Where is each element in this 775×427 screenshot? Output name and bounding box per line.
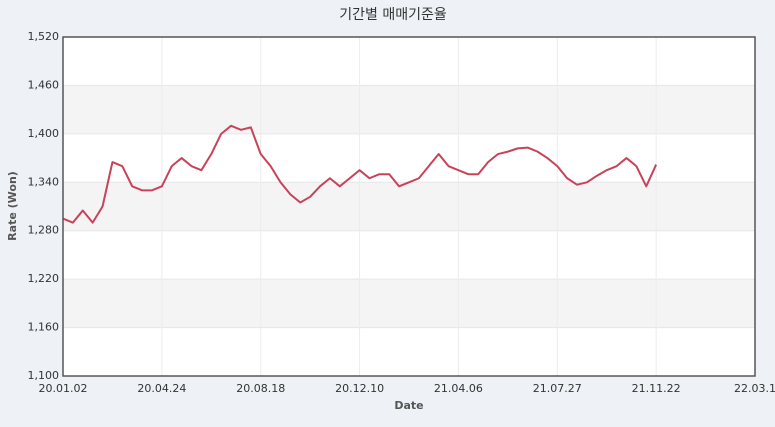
y-tick-label: 1,520 (28, 30, 60, 43)
y-tick-label: 1,460 (28, 78, 60, 91)
y-tick-label: 1,340 (28, 175, 60, 188)
y-tick-label: 1,280 (28, 224, 60, 237)
data-line (62, 124, 658, 224)
x-tick-label: 21.11.22 (632, 382, 681, 395)
x-tick-label: 21.07.27 (533, 382, 582, 395)
x-axis-label: Date (394, 399, 423, 412)
x-tick-label: 20.12.10 (335, 382, 384, 395)
grid-band (63, 85, 755, 134)
x-tick-label: 20.08.18 (236, 382, 285, 395)
y-tick-label: 1,400 (28, 127, 60, 140)
x-tick-label: 20.04.24 (137, 382, 186, 395)
x-tick-label: 22.03.1 (734, 382, 775, 395)
y-axis-label: Rate (Won) (6, 171, 19, 241)
y-tick-label: 1,220 (28, 272, 60, 285)
grid-band (63, 279, 755, 328)
grid-band (63, 182, 755, 231)
plot-border (62, 36, 756, 377)
y-tick-label: 1,100 (28, 369, 60, 382)
chart-title: 기간별 매매기준율 (339, 7, 447, 23)
y-tick-label: 1,160 (28, 321, 60, 334)
x-tick-label: 21.04.06 (434, 382, 483, 395)
x-tick-label: 20.01.02 (39, 382, 88, 395)
